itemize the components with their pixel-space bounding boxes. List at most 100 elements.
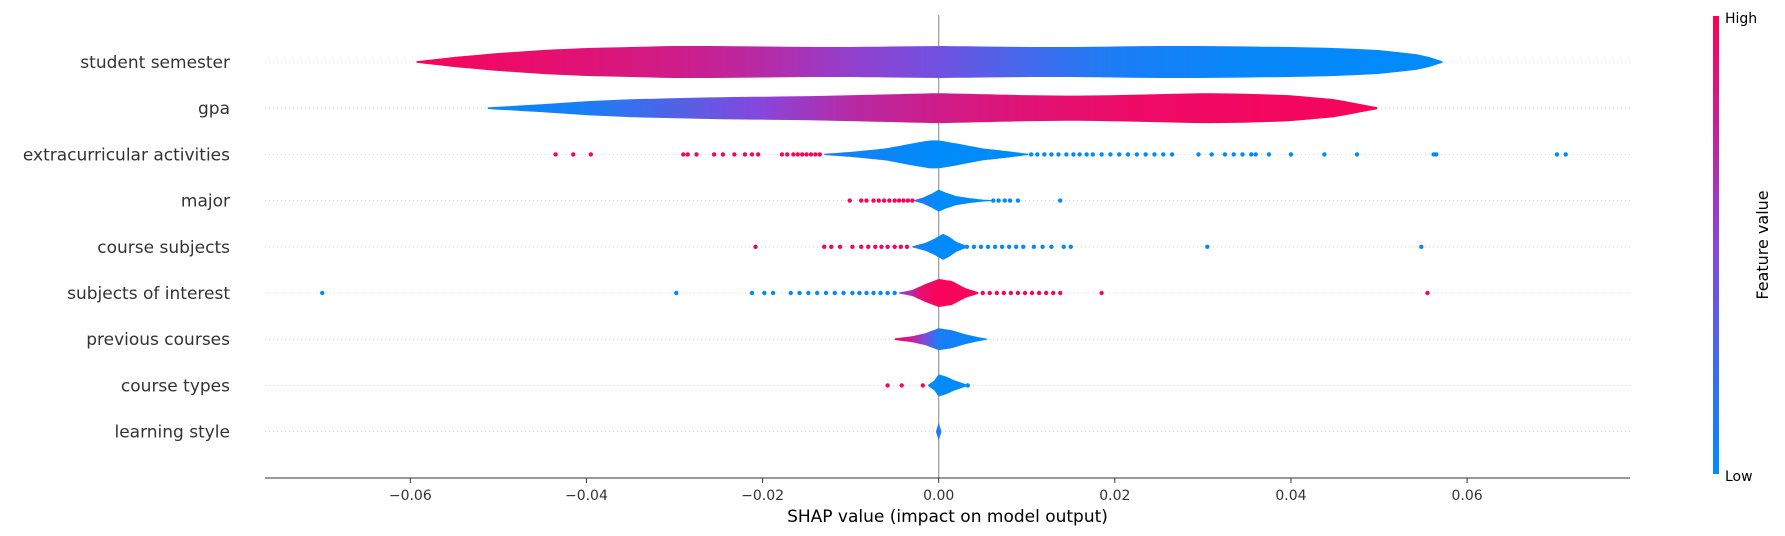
outlier-point [762,290,767,296]
outlier-point [999,244,1005,249]
outlier-point [1015,198,1021,203]
outlier-point [847,198,852,203]
outlier-point [887,198,892,203]
violin-shape [487,93,1378,124]
colorbar-title: Feature value [1753,190,1772,299]
outlier-point [885,290,890,296]
violin-shape [899,279,979,307]
outlier-point [876,198,882,203]
outlier-point [694,152,699,157]
outlier-point [1563,152,1568,157]
violin-shape [936,422,942,441]
outlier-point [1028,152,1034,157]
violins [416,46,1443,441]
outlier-point [920,383,926,388]
outlier-point [1209,152,1214,157]
outlier-point [1249,152,1254,157]
colorbar-low-label: Low [1725,469,1753,485]
violin-shape [416,46,1443,78]
outlier-point [1042,152,1047,157]
outlier-point [899,383,904,388]
outlier-point [965,383,970,388]
outlier-point [892,244,897,249]
x-axis-ticks: −0.06 −0.04 −0.02 0.00 0.02 0.04 0.06 [389,478,1483,504]
feature-label: learning style [114,423,230,443]
outlier-point [1090,152,1096,157]
violin-shape [914,189,992,212]
outlier-point [1036,290,1042,296]
outlier-point [1029,290,1035,296]
x-tick-label: −0.06 [389,488,432,504]
outlier-point [1043,290,1049,296]
outlier-point [1064,152,1069,157]
violin-shape [824,140,1029,169]
outlier-point [1222,152,1228,157]
outlier-point [980,290,985,296]
violin-shape [928,374,967,397]
outlier-point [749,290,755,296]
outlier-point [1049,244,1054,249]
outlier-point [1008,290,1014,296]
x-tick-label: 0.04 [1275,488,1306,504]
x-tick-label: −0.02 [741,488,784,504]
feature-label: subjects of interest [67,284,230,304]
outlier-point [991,198,996,203]
outlier-point [1253,152,1258,157]
outlier-point [864,198,869,203]
feature-label: previous courses [86,330,230,350]
outlier-point [1099,290,1104,296]
outlier-point [850,244,855,249]
outlier-point [804,152,809,157]
outlier-point [1108,152,1113,157]
outlier-point [978,244,984,249]
x-axis-title: SHAP value (impact on model output) [787,507,1108,527]
outlier-point [797,290,802,296]
outlier-point [1425,290,1430,296]
outlier-point [1205,244,1210,249]
outlier-point [1021,244,1026,249]
outlier-points [320,152,1568,388]
outlier-point [832,290,837,296]
outlier-point [857,290,862,296]
outlier-point [814,290,820,296]
outlier-point [1058,198,1063,203]
feature-label: major [181,192,230,212]
outlier-point [850,290,855,296]
outlier-point [1134,152,1140,157]
outlier-point [808,152,814,157]
outlier-point [1322,152,1327,157]
outlier-point [864,290,869,296]
outlier-point [823,290,829,296]
outlier-point [720,152,726,157]
outlier-point [996,198,1001,203]
outlier-point [1049,152,1054,157]
outlier-point [1022,290,1028,296]
outlier-point [901,198,906,203]
outlier-point [755,152,761,157]
outlier-point [992,244,998,249]
outlier-point [1007,198,1013,203]
outlier-point [753,244,758,249]
outlier-point [1161,152,1166,157]
outlier-point [987,290,992,296]
outlier-point [1434,152,1439,157]
outlier-point [1006,244,1012,249]
feature-label: student semester [80,53,230,73]
feature-label: course subjects [97,238,230,258]
outlier-point [1002,198,1007,203]
outlier-point [1143,152,1148,157]
outlier-point [1015,290,1021,296]
outlier-point [964,244,970,249]
x-tick-label: −0.04 [565,488,608,504]
outlier-point [320,290,325,296]
outlier-point [788,290,793,296]
outlier-point [1240,152,1245,157]
outlier-point [1056,152,1061,157]
x-tick-label: 0.00 [923,488,954,504]
outlier-point [1099,152,1104,157]
outlier-point [879,244,884,249]
x-tick-label: 0.02 [1099,488,1130,504]
outlier-point [749,152,755,157]
outlier-point [1084,152,1089,157]
outlier-point [1354,152,1360,157]
